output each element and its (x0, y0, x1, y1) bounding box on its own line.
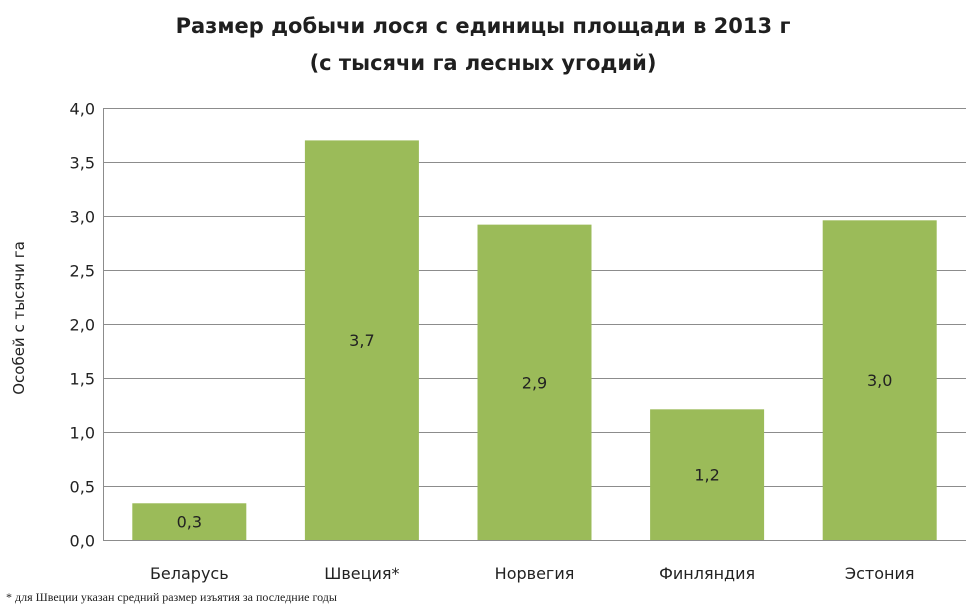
data-label: 3,7 (349, 331, 374, 350)
data-label: 3,0 (867, 371, 892, 390)
data-label: 0,3 (177, 513, 202, 532)
data-label: 2,9 (522, 373, 547, 392)
x-tick-label: Беларусь (150, 564, 229, 583)
chart-subtitle: (с тысячи га лесных угодий) (309, 51, 657, 75)
bar (822, 220, 937, 540)
y-tick-label: 4,0 (70, 100, 95, 119)
bar (650, 409, 765, 540)
y-tick-label: 1,5 (70, 370, 95, 389)
x-tick-label: Норвегия (495, 564, 575, 583)
footnote: * для Швеции указан средний размер изъят… (6, 590, 337, 604)
data-label: 1,2 (694, 466, 719, 485)
y-tick-label: 3,5 (70, 154, 95, 173)
bar (477, 224, 592, 540)
chart-title: Размер добычи лося с единицы площади в 2… (175, 14, 791, 38)
x-tick-label: Эстония (845, 564, 915, 583)
y-tick-label: 0,5 (70, 478, 95, 497)
y-tick-label: 1,0 (70, 424, 95, 443)
y-tick-label: 2,0 (70, 316, 95, 335)
y-tick-label: 3,0 (70, 208, 95, 227)
y-tick-label: 2,5 (70, 262, 95, 281)
y-tick-label: 0,0 (70, 532, 95, 551)
x-tick-label: Швеция* (324, 564, 399, 583)
bar (132, 503, 247, 540)
bar (304, 140, 419, 540)
x-tick-label: Финляндия (659, 564, 755, 583)
